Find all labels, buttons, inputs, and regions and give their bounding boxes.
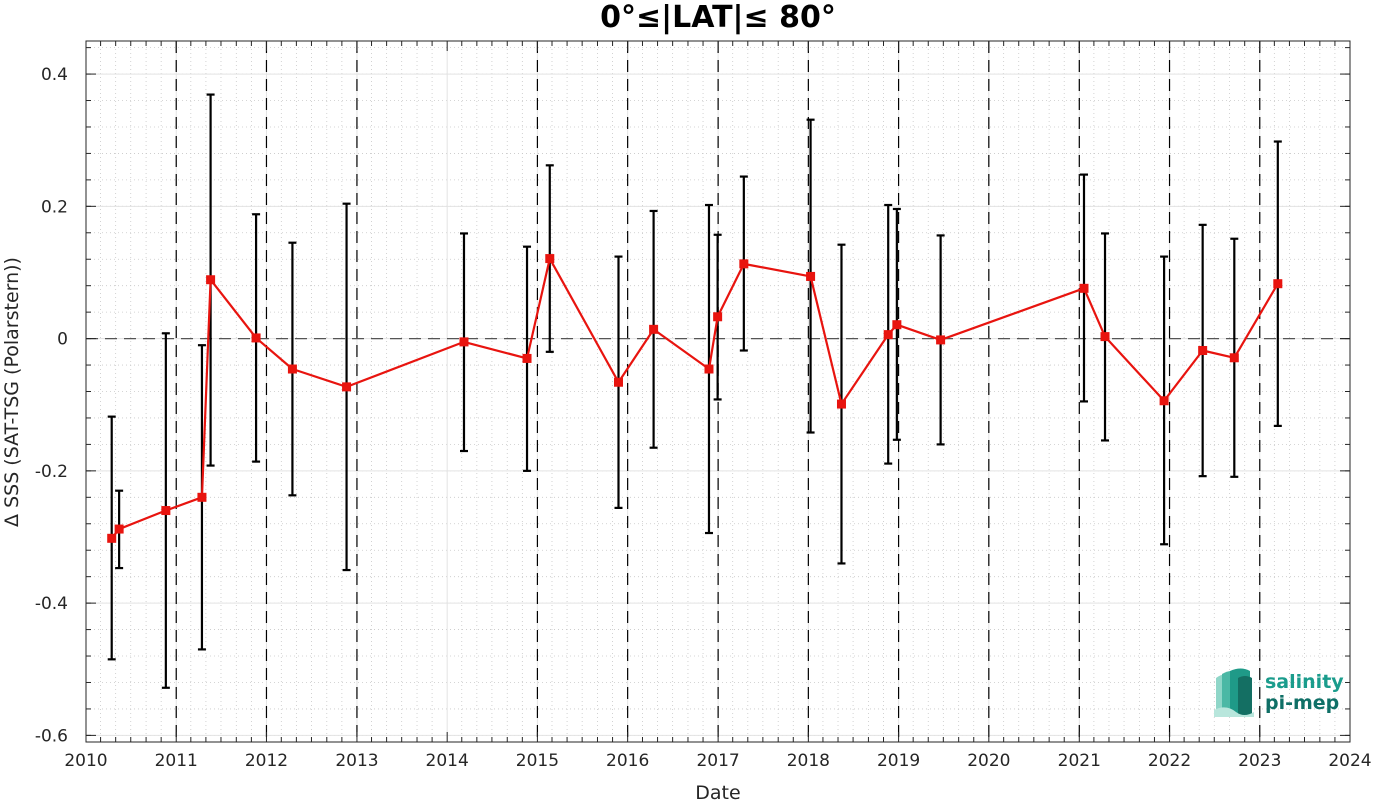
y-tick-label: -0.4 bbox=[35, 594, 68, 614]
data-point-marker bbox=[287, 364, 297, 374]
logo-text-salinity: salinity bbox=[1265, 671, 1344, 693]
x-tick-label: 2020 bbox=[967, 751, 1010, 771]
axis-ticks bbox=[85, 41, 1351, 742]
data-point-marker bbox=[1273, 279, 1283, 289]
data-point-marker bbox=[1159, 396, 1169, 406]
x-tick-label: 2015 bbox=[516, 751, 559, 771]
data-point-marker bbox=[251, 333, 261, 343]
x-tick-label: 2022 bbox=[1148, 751, 1191, 771]
data-point-marker bbox=[1229, 353, 1239, 363]
y-tick-label: 0.2 bbox=[41, 197, 68, 217]
data-point-marker bbox=[1100, 332, 1110, 342]
x-tick-label: 2012 bbox=[245, 751, 288, 771]
x-tick-label: 2016 bbox=[606, 751, 649, 771]
data-point-marker bbox=[161, 506, 171, 516]
salinity-pi-mep-logo: salinity pi-mep bbox=[1214, 668, 1344, 717]
data-point-marker bbox=[704, 364, 714, 374]
data-markers bbox=[107, 254, 1283, 543]
data-point-marker bbox=[114, 524, 124, 534]
y-tick-label: -0.6 bbox=[35, 726, 68, 746]
data-point-marker bbox=[613, 377, 623, 387]
data-point-marker bbox=[739, 259, 749, 269]
data-point-marker bbox=[649, 324, 659, 334]
data-point-marker bbox=[206, 275, 216, 285]
chart-title: 0°≤|LAT|≤ 80° bbox=[600, 0, 836, 35]
x-tick-label: 2018 bbox=[787, 751, 830, 771]
x-tick-label: 2013 bbox=[335, 751, 378, 771]
x-tick-label: 2021 bbox=[1058, 751, 1101, 771]
y-axis-label: Δ SSS (SAT-TSG (Polarstern)) bbox=[1, 257, 23, 527]
data-point-marker bbox=[836, 399, 846, 409]
y-tick-label: 0.4 bbox=[41, 65, 68, 85]
y-tick-labels: 0.4 0.2 0 -0.2 -0.4 -0.6 bbox=[35, 65, 68, 746]
data-point-marker bbox=[107, 533, 117, 543]
data-point-marker bbox=[522, 353, 532, 363]
x-tick-labels: 2010 2011 2012 2013 2014 2015 2016 2017 2018 2019… bbox=[64, 751, 1371, 771]
x-tick-label: 2019 bbox=[877, 751, 920, 771]
data-point-marker bbox=[892, 320, 902, 330]
data-point-marker bbox=[545, 254, 555, 264]
data-point-marker bbox=[459, 337, 469, 347]
x-tick-label: 2017 bbox=[696, 751, 739, 771]
x-axis-label: Date bbox=[695, 782, 740, 801]
data-point-marker bbox=[713, 312, 723, 322]
data-point-marker bbox=[1079, 283, 1089, 293]
x-tick-label: 2024 bbox=[1328, 751, 1371, 771]
y-tick-label: -0.2 bbox=[35, 462, 68, 482]
x-tick-label: 2023 bbox=[1238, 751, 1281, 771]
data-point-marker bbox=[197, 492, 207, 502]
data-point-marker bbox=[806, 271, 816, 281]
data-point-marker bbox=[342, 382, 352, 392]
data-point-marker bbox=[936, 335, 946, 345]
y-tick-label: 0 bbox=[57, 330, 68, 350]
wave-logo-icon bbox=[1214, 668, 1254, 717]
data-point-marker bbox=[883, 330, 893, 340]
x-tick-label: 2010 bbox=[64, 751, 107, 771]
x-tick-label: 2014 bbox=[426, 751, 469, 771]
logo-text-pimep: pi-mep bbox=[1265, 692, 1339, 714]
data-point-marker bbox=[1198, 345, 1208, 355]
x-tick-label: 2011 bbox=[155, 751, 198, 771]
